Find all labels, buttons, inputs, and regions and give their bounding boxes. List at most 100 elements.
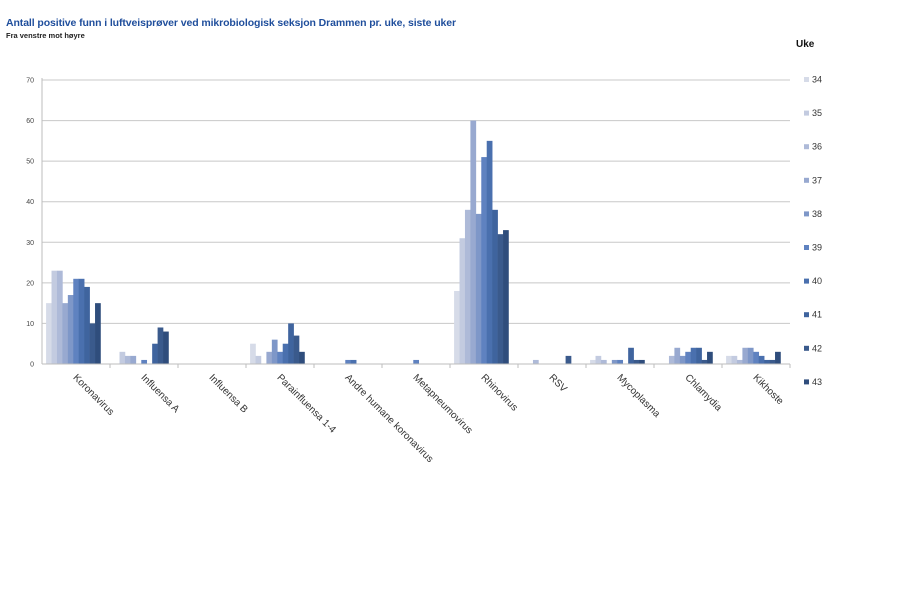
bar-koronavirus-uke-39 xyxy=(73,278,80,364)
bar-koronavirus-uke-35 xyxy=(51,270,58,364)
y-tick-label: 60 xyxy=(26,118,34,125)
bar-parainfluensa-1-4-uke-37 xyxy=(266,351,273,364)
bar-kikhoste-uke-38 xyxy=(747,347,754,364)
bar-rhinovirus-uke-38 xyxy=(475,213,482,364)
x-category-label: Koronavirus xyxy=(70,372,116,418)
bar-kikhoste-uke-42 xyxy=(769,359,776,364)
bar-koronavirus-uke-37 xyxy=(62,303,69,364)
bar-koronavirus-uke-40 xyxy=(78,278,85,364)
bar-mycoplasma-uke-35 xyxy=(595,355,602,364)
bar-influensa-a-uke-39 xyxy=(141,359,148,364)
bar-parainfluensa-1-4-uke-43 xyxy=(299,351,305,364)
bar-chlamydia-uke-39 xyxy=(685,351,692,364)
legend-item-label: 41 xyxy=(812,310,822,320)
bar-kikhoste-uke-35 xyxy=(731,355,738,364)
bar-kikhoste-uke-34 xyxy=(726,355,732,364)
bar-mycoplasma-uke-34 xyxy=(590,359,596,364)
legend-item-label: 36 xyxy=(812,142,822,152)
bar-kikhoste-uke-36 xyxy=(736,359,743,364)
bar-rsv-uke-42 xyxy=(565,355,572,364)
legend-item-label: 40 xyxy=(812,276,822,286)
bar-rhinovirus-uke-37 xyxy=(470,120,477,364)
bar-koronavirus-uke-38 xyxy=(67,295,74,364)
bar-chlamydia-uke-37 xyxy=(674,347,681,364)
bar-parainfluensa-1-4-uke-41 xyxy=(288,323,294,364)
bar-parainfluensa-1-4-uke-39 xyxy=(277,351,284,364)
bar-andre-humane-koronavirus-uke-40 xyxy=(350,359,357,364)
x-category-label: Parainfluensa 1-4 xyxy=(274,372,338,436)
x-axis: Koronavirus Influensa A Influensa B Parainf… xyxy=(42,363,791,465)
bar-rhinovirus-uke-34 xyxy=(454,290,460,364)
y-tick-label: 70 xyxy=(26,78,34,85)
bar-koronavirus-uke-43 xyxy=(95,303,101,364)
x-category-label: Influensa A xyxy=(138,372,181,415)
x-category-label: RSV xyxy=(546,372,569,395)
legend-swatch xyxy=(804,177,809,183)
x-category-label: Chlamydia xyxy=(682,372,723,413)
bar-koronavirus-uke-42 xyxy=(89,323,96,364)
bar-chlamydia-uke-38 xyxy=(679,355,686,364)
bar-influensa-a-uke-37 xyxy=(130,355,137,364)
legend-swatch xyxy=(804,345,809,351)
bar-chlamydia-uke-43 xyxy=(707,351,713,364)
y-axis: 0 10 20 30 40 50 60 70 xyxy=(26,78,43,369)
bar-chlamydia-uke-41 xyxy=(696,347,702,364)
x-category-label: Metapneumovirus xyxy=(410,372,474,436)
bar-rhinovirus-uke-42 xyxy=(497,234,504,364)
bar-parainfluensa-1-4-uke-35 xyxy=(255,355,262,364)
bar-influensa-a-uke-42 xyxy=(157,327,164,364)
chart-subtitle: Fra venstre mot høyre xyxy=(6,31,85,40)
bar-mycoplasma-uke-36 xyxy=(600,359,607,364)
legend-item-label: 38 xyxy=(812,209,822,219)
bar-rhinovirus-uke-43 xyxy=(503,230,509,364)
x-category-label: Influensa B xyxy=(206,372,249,415)
bar-parainfluensa-1-4-uke-42 xyxy=(293,335,300,364)
bar-influensa-a-uke-35 xyxy=(119,351,126,364)
legend-item-label: 43 xyxy=(812,377,822,387)
bar-parainfluensa-1-4-uke-40 xyxy=(282,343,289,364)
bar-rhinovirus-uke-35 xyxy=(459,238,466,364)
legend-item-label: 35 xyxy=(812,108,822,118)
bar-metapneumovirus-uke-39 xyxy=(413,359,420,364)
y-tick-label: 40 xyxy=(26,199,34,206)
legend-swatch xyxy=(804,144,809,150)
bar-series xyxy=(46,120,781,364)
bar-rsv-uke-36 xyxy=(532,359,539,364)
bar-koronavirus-uke-34 xyxy=(46,303,52,364)
legend-swatch xyxy=(804,77,809,82)
bar-influensa-a-uke-43 xyxy=(163,331,169,364)
legend-item-label: 42 xyxy=(812,343,822,353)
legend-swatch xyxy=(804,245,809,250)
legend-swatch xyxy=(804,312,809,318)
legend-title: Uke xyxy=(796,39,815,50)
bar-mycoplasma-uke-41 xyxy=(628,347,634,364)
x-category-label: Kikhoste xyxy=(750,372,785,407)
bar-rhinovirus-uke-40 xyxy=(486,140,493,364)
legend-swatch xyxy=(804,110,809,116)
bar-andre-humane-koronavirus-uke-39 xyxy=(345,359,352,364)
legend-item-label: 39 xyxy=(812,243,822,253)
legend: 34 35 36 37 38 39 40 41 42 43 xyxy=(804,75,822,387)
x-category-label: Rhinovirus xyxy=(478,372,519,413)
bar-kikhoste-uke-39 xyxy=(753,351,760,364)
legend-swatch xyxy=(804,278,809,284)
bar-mycoplasma-uke-39 xyxy=(617,359,624,364)
gridlines xyxy=(42,79,790,324)
chart-title: Antall positive funn i luftveisprøver ve… xyxy=(6,17,457,29)
bar-kikhoste-uke-37 xyxy=(742,347,749,364)
bar-chlamydia-uke-40 xyxy=(690,347,697,364)
bar-parainfluensa-1-4-uke-34 xyxy=(250,343,256,364)
legend-swatch xyxy=(804,211,809,217)
y-tick-label: 20 xyxy=(26,280,34,287)
y-tick-label: 50 xyxy=(26,159,34,166)
legend-item-label: 37 xyxy=(812,175,822,185)
bar-kikhoste-uke-41 xyxy=(764,359,770,364)
y-tick-label: 10 xyxy=(26,321,34,328)
bar-rhinovirus-uke-36 xyxy=(464,209,471,364)
bar-rhinovirus-uke-41 xyxy=(492,209,498,364)
bar-mycoplasma-uke-42 xyxy=(633,359,640,364)
bar-koronavirus-uke-36 xyxy=(56,270,63,364)
bar-chlamydia-uke-42 xyxy=(701,359,708,364)
bar-rhinovirus-uke-39 xyxy=(481,157,488,364)
bar-chlamydia-uke-36 xyxy=(668,355,675,364)
